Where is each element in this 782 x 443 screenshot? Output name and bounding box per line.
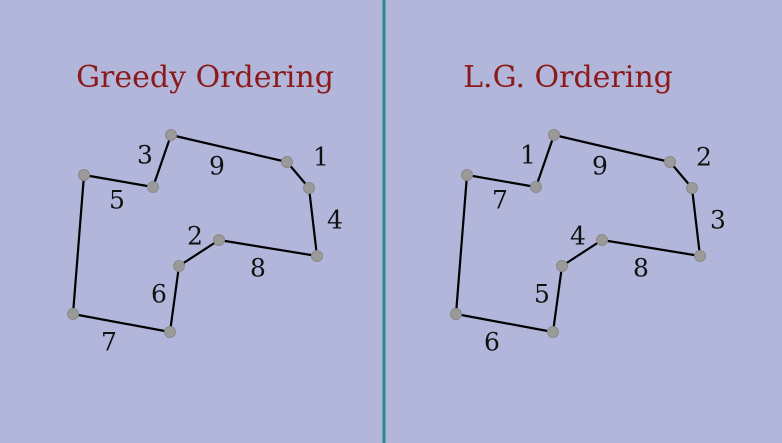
edge-label: 3 [137, 141, 153, 170]
edge-label: 9 [209, 152, 225, 181]
polygon-vertex [164, 326, 176, 338]
polygon-vertex [281, 156, 293, 168]
polygon-vertex [461, 169, 473, 181]
polygon-edge [534, 133, 556, 189]
edge-label: 3 [710, 206, 726, 235]
edge-label: 1 [313, 143, 329, 172]
lg-ordering-title: L.G. Ordering [463, 60, 673, 95]
edge-label: 4 [327, 206, 343, 235]
edge-label: 4 [570, 222, 586, 251]
polygon-vertices [67, 129, 323, 338]
edge-label: 2 [187, 222, 203, 251]
edge-label: 8 [250, 254, 266, 283]
polygon-edge [307, 186, 319, 258]
polygon-edge [82, 173, 155, 189]
polygon-edge [168, 264, 181, 334]
polygon-edge [71, 312, 172, 334]
polygon-vertex [173, 260, 185, 272]
polygon-vertex [67, 308, 79, 320]
polygon-vertex [547, 326, 559, 338]
edge-label: 7 [492, 186, 508, 215]
polygon-edge [600, 238, 702, 258]
edge-label: 9 [592, 152, 608, 181]
polygon-vertex [450, 308, 462, 320]
polygon-edge [151, 133, 173, 189]
polygon-vertex [664, 156, 676, 168]
edge-label: 7 [101, 328, 117, 357]
polygon-vertex [311, 250, 323, 262]
polygon-vertex [686, 182, 698, 194]
polygon-edge [177, 238, 221, 268]
edge-label: 5 [109, 186, 125, 215]
polygon-vertex [548, 129, 560, 141]
polygon-vertex [213, 234, 225, 246]
lg-ordering-panel: L.G. Ordering 1 9 2 7 3 4 8 5 6 [450, 60, 726, 357]
polygon-edge [465, 173, 538, 189]
polygon-edge [217, 238, 319, 258]
polygon-edge [560, 238, 604, 268]
polygon-vertex [694, 250, 706, 262]
polygon-edge [454, 173, 469, 316]
edge-labels: 1 9 2 7 3 4 8 5 6 [484, 141, 726, 357]
edge-label: 1 [520, 141, 536, 170]
polygon-vertex [78, 169, 90, 181]
edge-label: 6 [484, 328, 500, 357]
polygon-edge [552, 133, 672, 164]
polygon-edge [454, 312, 555, 334]
edge-label: 6 [151, 280, 167, 309]
polygon-edges [71, 133, 319, 334]
polygon-vertex [165, 129, 177, 141]
polygon-vertex [530, 181, 542, 193]
polygon-edge [71, 173, 86, 316]
greedy-ordering-title: Greedy Ordering [76, 60, 334, 95]
polygon-edge [169, 133, 289, 164]
polygon-vertex [303, 182, 315, 194]
polygon-vertices [450, 129, 706, 338]
polygon-edges [454, 133, 702, 334]
polygon-vertex [147, 181, 159, 193]
polygon-vertex [556, 260, 568, 272]
edge-label: 8 [633, 254, 649, 283]
polygon-edge [690, 186, 702, 258]
edge-label: 5 [534, 280, 550, 309]
polygon-edge [551, 264, 564, 334]
polygon-vertex [596, 234, 608, 246]
edge-label: 2 [696, 143, 712, 172]
